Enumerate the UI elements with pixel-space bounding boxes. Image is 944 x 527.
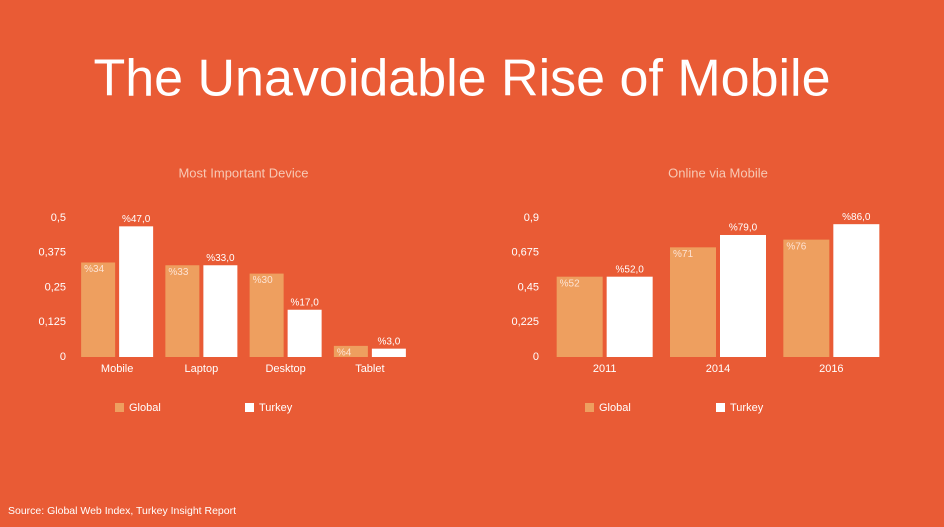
x-tick-label: Tablet <box>355 363 384 375</box>
bar <box>203 265 238 357</box>
value-label: %33,0 <box>206 253 235 264</box>
y-tick-label: 0 <box>533 351 539 363</box>
bar <box>720 234 766 357</box>
value-label: %33 <box>168 267 188 278</box>
value-label: %47,0 <box>122 214 151 225</box>
value-label: %52 <box>560 278 580 289</box>
legend-swatch <box>585 403 594 412</box>
value-label: %34 <box>84 264 104 275</box>
bar <box>371 348 406 357</box>
bar <box>606 276 653 357</box>
bar <box>333 345 368 357</box>
y-tick-label: 0 <box>60 351 66 363</box>
y-tick-label: 0,25 <box>45 281 66 293</box>
x-tick-label: 2014 <box>706 363 730 375</box>
legend-label: Turkey <box>730 402 764 414</box>
y-tick-label: 0,9 <box>524 212 539 224</box>
y-tick-label: 0,225 <box>511 316 539 328</box>
bar <box>119 226 154 357</box>
value-label: %76 <box>786 241 806 252</box>
y-tick-label: 0,675 <box>511 247 539 259</box>
value-label: %79,0 <box>729 223 758 234</box>
legend-swatch <box>245 403 254 412</box>
value-label: %3,0 <box>377 336 400 347</box>
chart-title: Most Important Device <box>178 165 308 180</box>
legend-swatch <box>716 403 725 412</box>
y-tick-label: 0,125 <box>38 316 66 328</box>
x-tick-label: Laptop <box>185 363 219 375</box>
y-tick-label: 0,5 <box>51 212 66 224</box>
bar <box>556 276 603 357</box>
source: Source: Global Web Index, Turkey Insight… <box>8 505 236 517</box>
bar <box>249 273 284 357</box>
bar <box>287 309 322 357</box>
bar <box>670 247 716 357</box>
x-tick-label: Mobile <box>101 363 133 375</box>
legend-label: Global <box>129 402 161 414</box>
bar <box>783 239 830 357</box>
y-tick-label: 0,375 <box>38 247 66 259</box>
x-tick-label: 2016 <box>819 363 843 375</box>
value-label: %86,0 <box>842 212 871 223</box>
legend-label: Turkey <box>259 402 293 414</box>
value-label: %71 <box>673 249 693 260</box>
legend-swatch <box>115 403 124 412</box>
y-tick-label: 0,45 <box>518 281 539 293</box>
bar <box>81 262 116 357</box>
chart-title: Online via Mobile <box>668 165 768 180</box>
legend-label: Global <box>599 402 631 414</box>
slide-title: The Unavoidable Rise of Mobile <box>93 50 830 108</box>
x-tick-label: 2011 <box>593 363 617 375</box>
x-tick-label: Desktop <box>265 363 305 375</box>
value-label: %4 <box>337 348 352 359</box>
value-label: %30 <box>253 275 273 286</box>
value-label: %17,0 <box>290 297 319 308</box>
bar <box>165 265 200 357</box>
value-label: %52,0 <box>615 264 644 275</box>
bar <box>833 224 880 357</box>
